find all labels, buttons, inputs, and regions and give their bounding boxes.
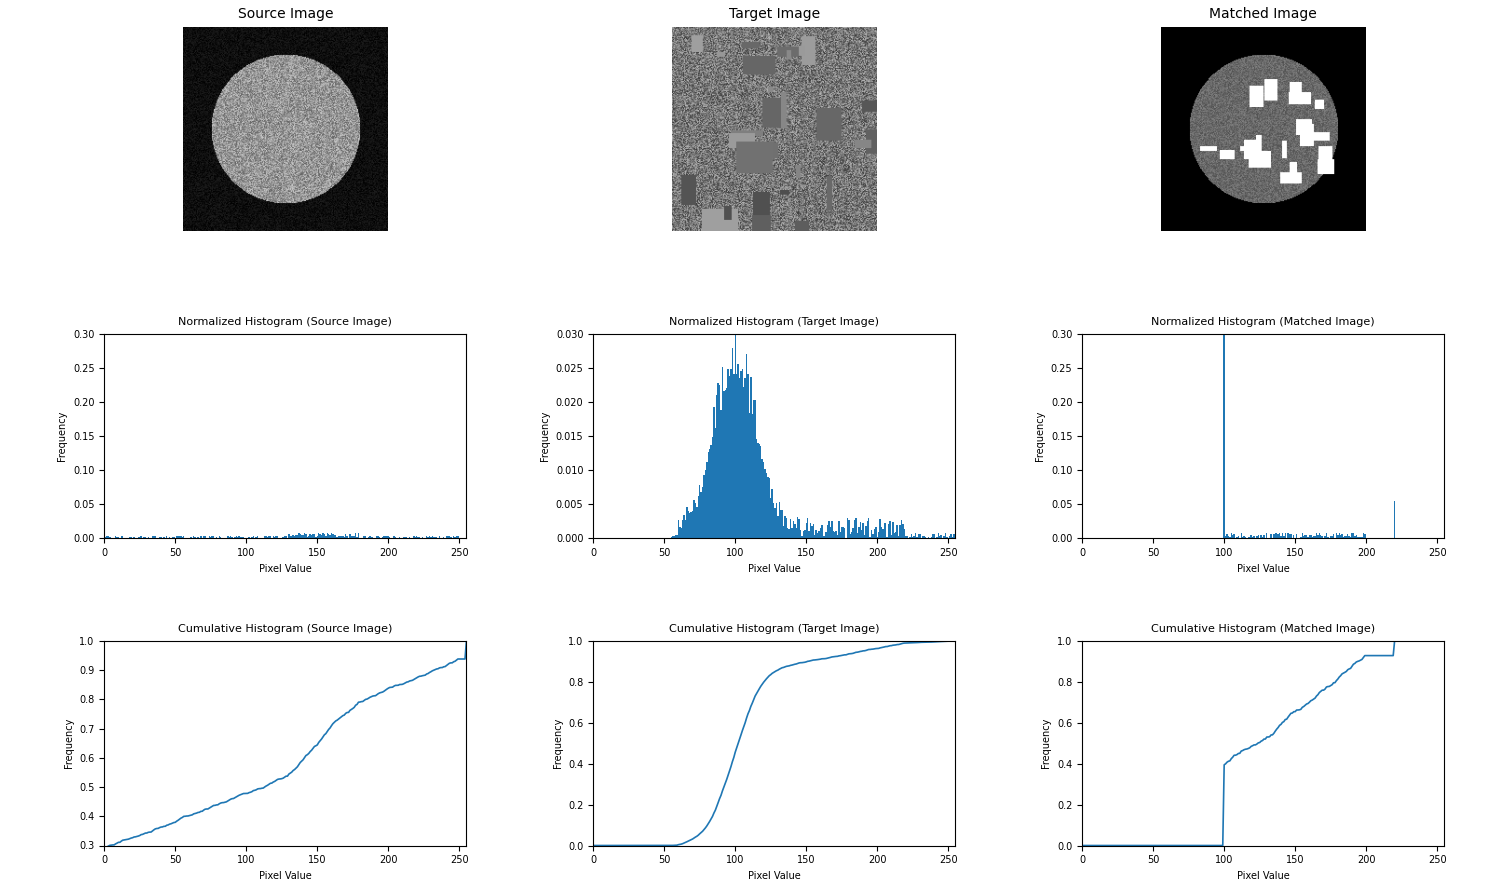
Title: Matched Image: Matched Image: [1209, 7, 1318, 21]
Y-axis label: Frequency: Frequency: [58, 411, 67, 461]
Y-axis label: Frequency: Frequency: [1035, 411, 1045, 461]
Y-axis label: Frequency: Frequency: [541, 411, 549, 461]
Title: Cumulative Histogram (Source Image): Cumulative Histogram (Source Image): [179, 625, 393, 635]
Title: Target Image: Target Image: [728, 7, 820, 21]
Title: Cumulative Histogram (Target Image): Cumulative Histogram (Target Image): [669, 625, 880, 635]
Y-axis label: Frequency: Frequency: [64, 718, 73, 768]
X-axis label: Pixel Value: Pixel Value: [259, 563, 311, 574]
X-axis label: Pixel Value: Pixel Value: [1237, 870, 1289, 881]
X-axis label: Pixel Value: Pixel Value: [747, 563, 801, 574]
Title: Cumulative Histogram (Matched Image): Cumulative Histogram (Matched Image): [1151, 625, 1376, 635]
X-axis label: Pixel Value: Pixel Value: [1237, 563, 1289, 574]
Y-axis label: Frequency: Frequency: [1041, 718, 1051, 768]
Title: Normalized Histogram (Target Image): Normalized Histogram (Target Image): [669, 318, 880, 328]
X-axis label: Pixel Value: Pixel Value: [747, 870, 801, 881]
Title: Source Image: Source Image: [238, 7, 334, 21]
Y-axis label: Frequency: Frequency: [552, 718, 563, 768]
X-axis label: Pixel Value: Pixel Value: [259, 870, 311, 881]
Title: Normalized Histogram (Matched Image): Normalized Histogram (Matched Image): [1151, 318, 1374, 328]
Title: Normalized Histogram (Source Image): Normalized Histogram (Source Image): [179, 318, 392, 328]
